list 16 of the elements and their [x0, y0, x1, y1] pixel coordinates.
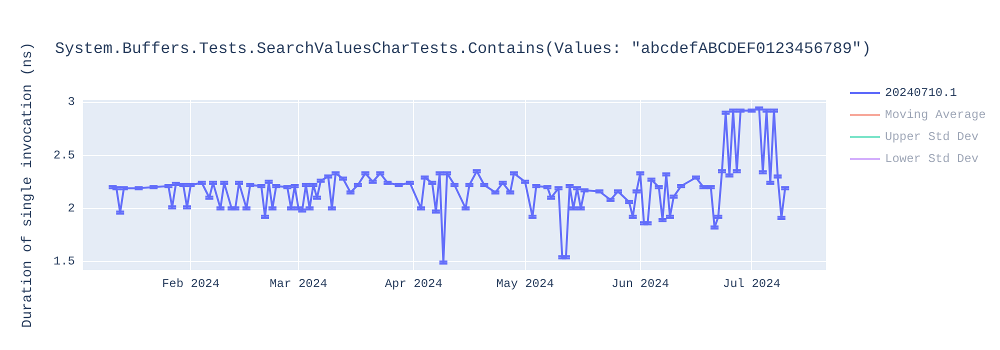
legend-label: 20240710.1 — [885, 86, 958, 100]
x-tick-label: Jun 2024 — [611, 277, 670, 291]
x-tick-label: Mar 2024 — [270, 277, 328, 291]
legend-label: Moving Average — [885, 108, 986, 122]
x-tick-label: Jul 2024 — [722, 277, 781, 291]
y-tick-label: 2 — [68, 201, 75, 216]
legend-label: Lower Std Dev — [885, 152, 979, 166]
x-tick-label: May 2024 — [496, 277, 554, 291]
x-tick-label: Feb 2024 — [162, 277, 220, 291]
legend-label: Upper Std Dev — [885, 130, 979, 144]
chart-title: System.Buffers.Tests.SearchValuesCharTests.Contains(Values: "abcdefABCDEF0123456789") — [55, 40, 872, 58]
x-tick-label: Apr 2024 — [384, 277, 442, 291]
y-tick-label: 1.5 — [53, 254, 75, 268]
y-tick-label: 2.5 — [53, 148, 75, 162]
y-tick-label: 3 — [68, 95, 75, 110]
y-axis-title: Duration of single invocation (ns) — [20, 42, 36, 328]
